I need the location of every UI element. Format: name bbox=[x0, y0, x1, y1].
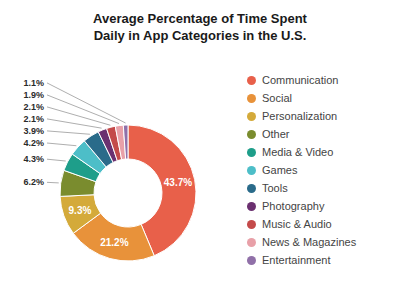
svg-text:9.3%: 9.3% bbox=[69, 205, 92, 216]
html-text:Photography: Photography bbox=[262, 200, 325, 212]
svg-text:3.9%: 3.9% bbox=[23, 126, 44, 136]
html-text:Games: Games bbox=[262, 164, 298, 176]
svg-text:43.7%: 43.7% bbox=[164, 177, 192, 188]
svg-text:2.1%: 2.1% bbox=[23, 102, 44, 112]
html-text:Entertainment: Entertainment bbox=[262, 254, 331, 266]
html-text:Average Percentage of Time Spe: Average Percentage of Time Spent Daily i… bbox=[93, 11, 307, 43]
html-text:Music & Audio: Music & Audio bbox=[262, 218, 332, 230]
html-text:Tools: Tools bbox=[262, 182, 288, 194]
html-text:Media & Video: Media & Video bbox=[262, 146, 334, 158]
svg-text:2.1%: 2.1% bbox=[23, 114, 44, 124]
html-text:News & Magazines: News & Magazines bbox=[262, 236, 357, 248]
svg-text:1.1%: 1.1% bbox=[23, 78, 44, 88]
svg-text:21.2%: 21.2% bbox=[100, 237, 128, 248]
html-text:Other: Other bbox=[262, 128, 290, 140]
html-text:Social: Social bbox=[262, 92, 292, 104]
svg-text:1.9%: 1.9% bbox=[23, 90, 44, 100]
svg-text:4.2%: 4.2% bbox=[23, 138, 44, 148]
html-text:Personalization: Personalization bbox=[262, 110, 338, 122]
svg-text:6.2%: 6.2% bbox=[23, 177, 44, 187]
html-text:Communication: Communication bbox=[262, 74, 339, 86]
svg-text:4.3%: 4.3% bbox=[23, 154, 44, 164]
